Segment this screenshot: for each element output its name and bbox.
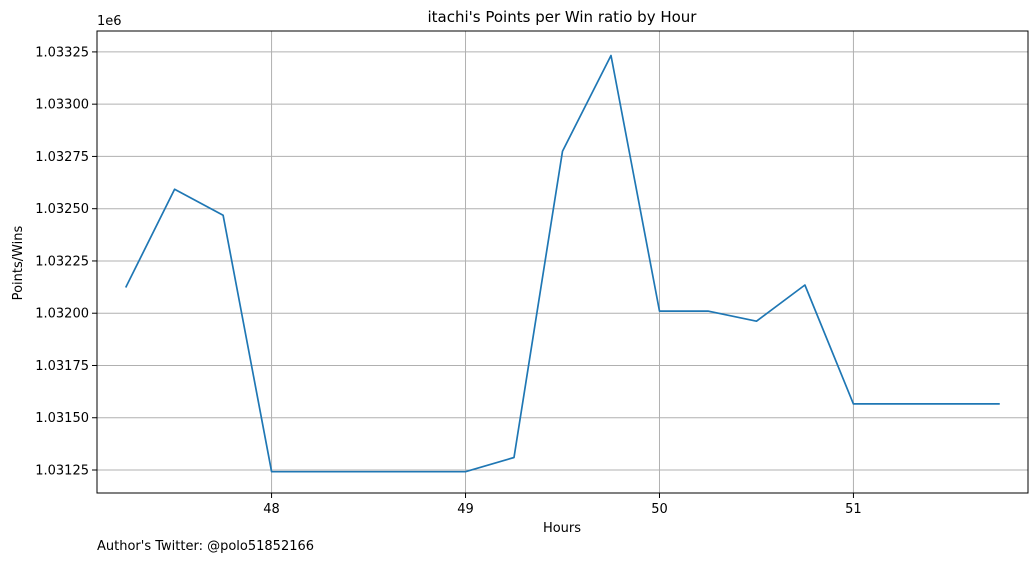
axes-frame <box>96 30 1029 494</box>
y-tick-label: 1.03200 <box>35 307 89 322</box>
y-tick-label: 1.03125 <box>35 464 89 479</box>
x-tick-label: 48 <box>263 502 280 517</box>
series-line-0 <box>124 54 1000 473</box>
y-axis-label: Points/Wins <box>11 225 26 300</box>
x-tick-label: 51 <box>845 502 862 517</box>
chart-title: itachi's Points per Win ratio by Hour <box>428 8 698 26</box>
x-tick-label: 49 <box>457 502 474 517</box>
x-axis-label: Hours <box>543 521 581 536</box>
x-tick-label: 50 <box>651 502 668 517</box>
y-tick-label: 1.03300 <box>35 98 89 113</box>
series-layer <box>124 54 1000 473</box>
y-axis-ticks: 1.03125 1.03150 1.03175 1.03200 1.03225 1.032… <box>35 45 97 479</box>
y-tick-label: 1.03175 <box>35 359 89 374</box>
grid <box>97 31 1028 493</box>
y-tick-label: 1.03225 <box>35 254 89 269</box>
y-tick-label: 1.03250 <box>35 202 89 217</box>
author-footer: Author's Twitter: @polo51852166 <box>97 539 314 554</box>
y-tick-label: 1.03150 <box>35 411 89 426</box>
y-offset-label: 1e6 <box>97 14 122 29</box>
y-tick-label: 1.03275 <box>35 150 89 165</box>
y-tick-label: 1.03325 <box>35 45 89 60</box>
x-axis-ticks: 48 49 50 51 <box>263 493 862 517</box>
